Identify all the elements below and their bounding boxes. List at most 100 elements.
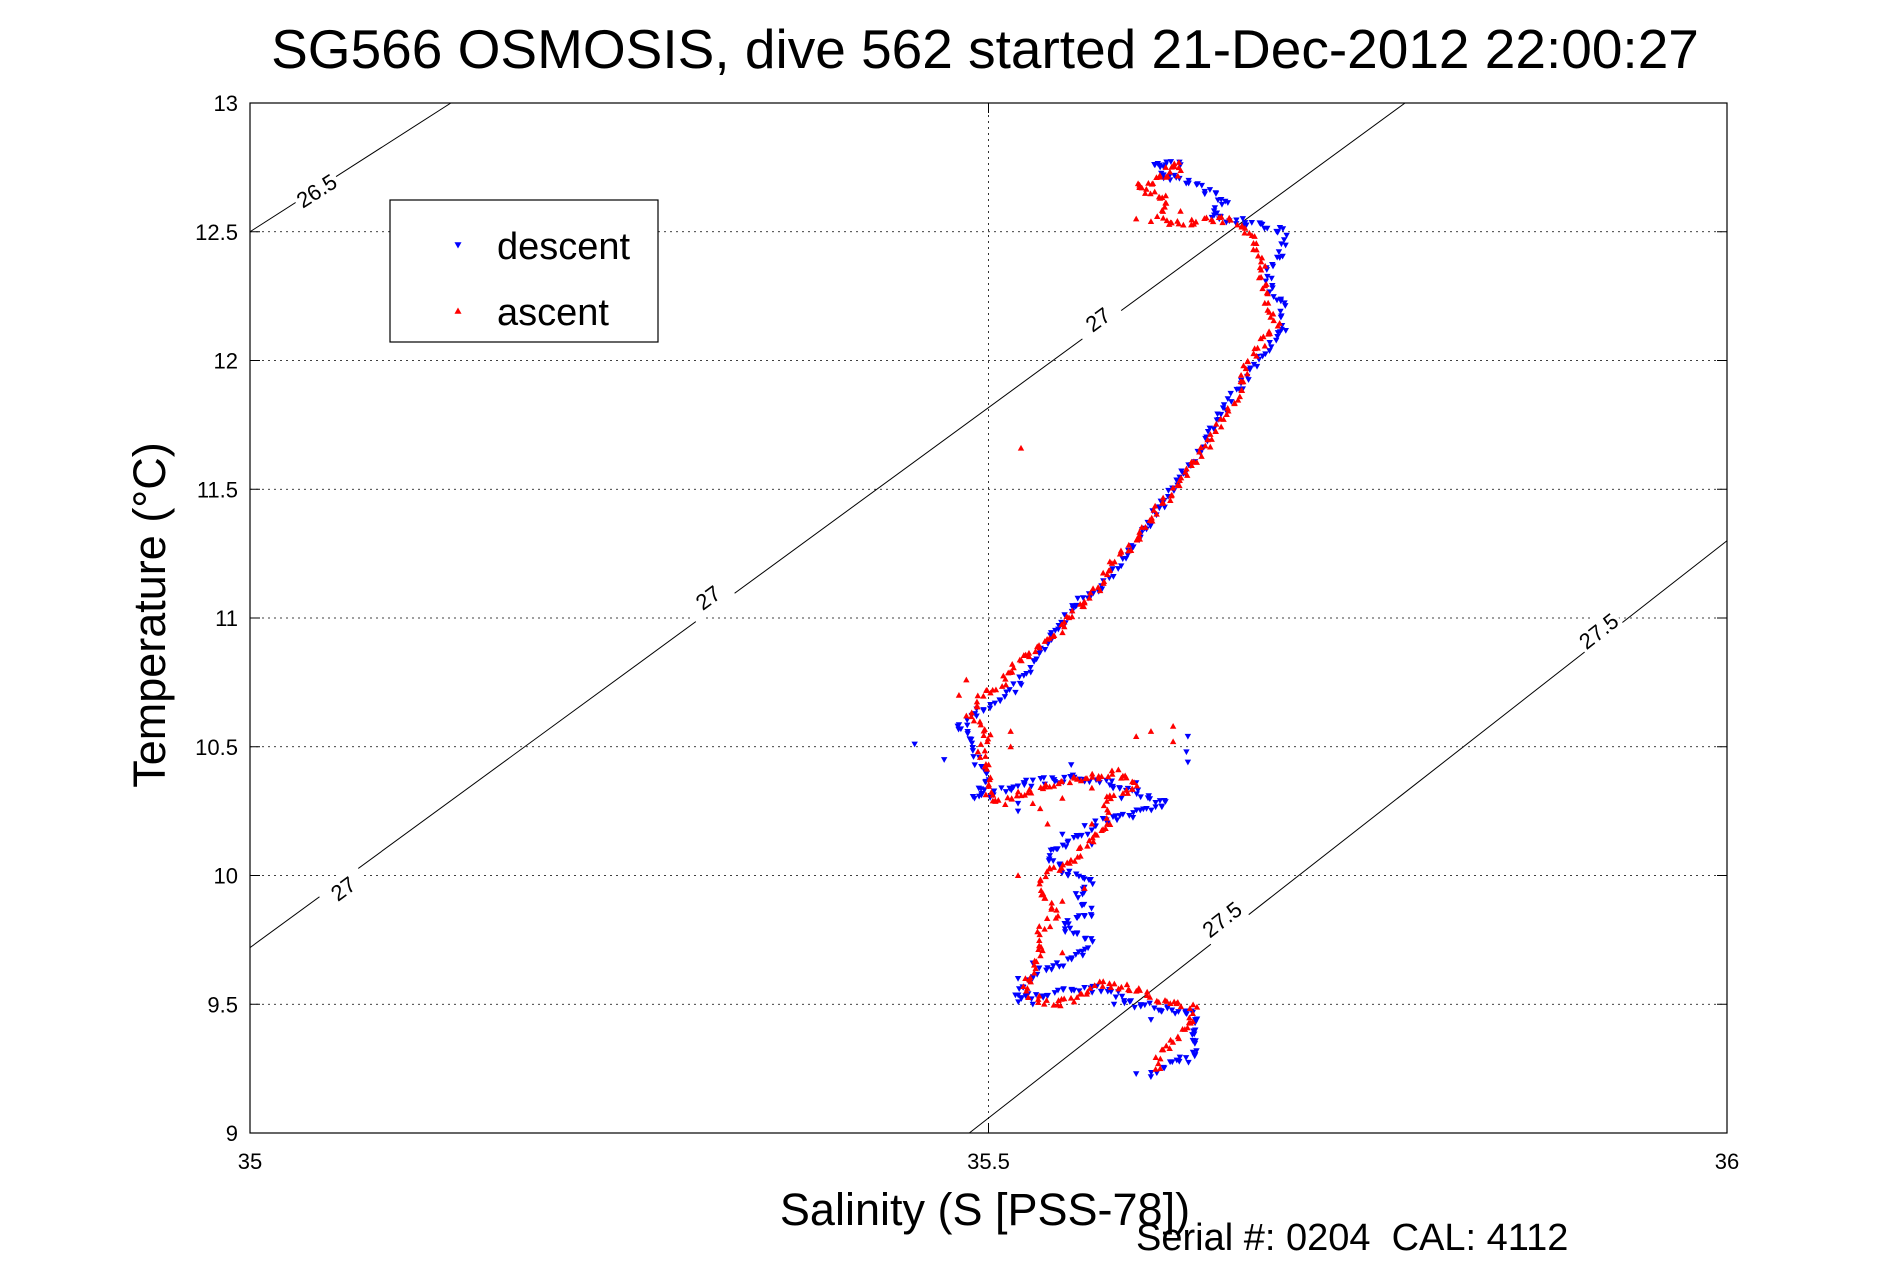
data-point-ascent — [1180, 221, 1187, 228]
data-point-ascent — [992, 686, 1000, 693]
data-point-descent — [955, 726, 962, 733]
data-point-ascent — [989, 797, 997, 804]
data-point-descent — [1088, 905, 1095, 912]
data-point-descent — [1220, 402, 1228, 409]
data-point-ascent — [1043, 997, 1050, 1003]
data-point-ascent — [1032, 965, 1039, 972]
data-point-ascent — [1039, 947, 1046, 954]
data-point-descent — [987, 702, 994, 708]
data-point-descent — [1072, 891, 1080, 897]
data-point-descent — [911, 741, 918, 748]
data-point-ascent — [1067, 994, 1075, 1001]
data-point-ascent — [1041, 638, 1049, 644]
data-point-ascent — [1084, 842, 1091, 849]
data-point-descent — [1051, 990, 1059, 996]
data-point-descent — [1148, 807, 1155, 814]
data-point-ascent — [1171, 160, 1178, 167]
data-point-descent — [1059, 842, 1067, 849]
data-point-ascent — [1257, 258, 1265, 265]
data-point-ascent — [1190, 458, 1198, 465]
data-point-ascent — [977, 741, 985, 747]
data-point-ascent — [968, 713, 975, 720]
data-point-descent — [1147, 1017, 1155, 1023]
data-point-descent — [1054, 846, 1061, 853]
data-point-ascent — [1157, 1065, 1164, 1072]
data-point-ascent — [1177, 1003, 1185, 1010]
data-point-descent — [1088, 989, 1096, 996]
data-point-ascent — [1042, 781, 1049, 788]
data-point-ascent — [1119, 772, 1127, 779]
data-point-descent — [1020, 780, 1027, 786]
axis-ticks: 35 35.5 36 9 9.5 10 10.5 11 11.5 12 12.5 13 — [195, 91, 1739, 1174]
data-point-ascent — [1177, 207, 1184, 214]
data-point-ascent — [1066, 779, 1074, 786]
data-point-ascent — [1083, 990, 1090, 997]
data-point-ascent — [1077, 852, 1084, 859]
data-point-descent — [1193, 1048, 1200, 1054]
data-point-descent — [1233, 217, 1240, 224]
data-point-descent — [1073, 602, 1080, 609]
data-point-descent — [1113, 817, 1121, 824]
data-point-ascent — [1150, 506, 1157, 513]
data-point-descent — [1085, 877, 1093, 884]
data-point-ascent — [1034, 928, 1041, 935]
data-point-ascent — [1158, 207, 1166, 213]
data-point-descent — [1282, 242, 1289, 249]
data-point-ascent — [1152, 1065, 1159, 1072]
data-point-descent — [1163, 159, 1170, 166]
data-point-ascent — [1174, 172, 1182, 179]
data-point-ascent — [1147, 218, 1155, 225]
data-point-descent — [1184, 733, 1192, 740]
data-point-ascent — [1070, 998, 1078, 1005]
data-point-ascent — [977, 721, 985, 728]
data-point-descent — [1041, 646, 1049, 653]
data-point-descent — [1134, 787, 1142, 794]
data-point-ascent — [1115, 985, 1122, 992]
data-point-ascent — [1037, 952, 1044, 959]
data-point-descent — [1185, 177, 1192, 184]
x-tick-label: 35 — [238, 1149, 262, 1174]
data-point-descent — [1020, 673, 1028, 679]
data-point-descent — [1155, 1007, 1163, 1014]
data-point-ascent — [1263, 289, 1271, 296]
data-point-ascent — [1177, 474, 1185, 481]
data-point-descent — [1269, 282, 1276, 289]
data-point-ascent — [1198, 453, 1205, 459]
data-point-ascent — [1208, 216, 1215, 223]
data-point-ascent — [980, 692, 987, 699]
data-point-ascent — [1096, 587, 1104, 594]
data-point-ascent — [1004, 794, 1011, 801]
data-point-descent — [1143, 805, 1150, 812]
y-tick-label: 12.5 — [195, 220, 238, 245]
data-point-descent — [1278, 313, 1285, 320]
data-point-ascent — [1036, 805, 1044, 812]
data-point-descent — [1192, 1027, 1199, 1034]
data-point-ascent — [1151, 502, 1159, 509]
data-point-ascent — [1048, 904, 1055, 911]
data-point-descent — [1146, 1000, 1153, 1007]
data-point-ascent — [1086, 985, 1094, 991]
data-point-descent — [1201, 188, 1209, 195]
legend-marker-descent — [454, 242, 462, 249]
x-axis-label: Salinity (S [PSS-78]) — [780, 1184, 1190, 1235]
data-point-descent — [1112, 813, 1119, 820]
data-point-ascent — [987, 731, 994, 738]
data-point-descent — [1266, 339, 1273, 346]
data-point-ascent — [1036, 992, 1043, 999]
data-point-descent — [1176, 1058, 1183, 1065]
data-point-descent — [1092, 818, 1099, 825]
data-point-ascent — [1177, 167, 1184, 174]
data-point-descent — [1184, 759, 1192, 766]
legend-marker-ascent — [454, 307, 462, 314]
data-point-descent — [1185, 1059, 1192, 1066]
data-point-descent — [1118, 795, 1125, 802]
data-point-descent — [1120, 998, 1128, 1004]
data-point-ascent — [1080, 603, 1088, 610]
data-point-ascent — [1061, 618, 1068, 625]
data-point-ascent — [1129, 778, 1136, 785]
data-point-ascent — [1188, 462, 1195, 469]
data-point-descent — [1264, 273, 1271, 280]
data-point-descent — [1227, 390, 1234, 397]
data-point-ascent — [1166, 1045, 1173, 1051]
data-point-ascent — [1151, 188, 1158, 195]
